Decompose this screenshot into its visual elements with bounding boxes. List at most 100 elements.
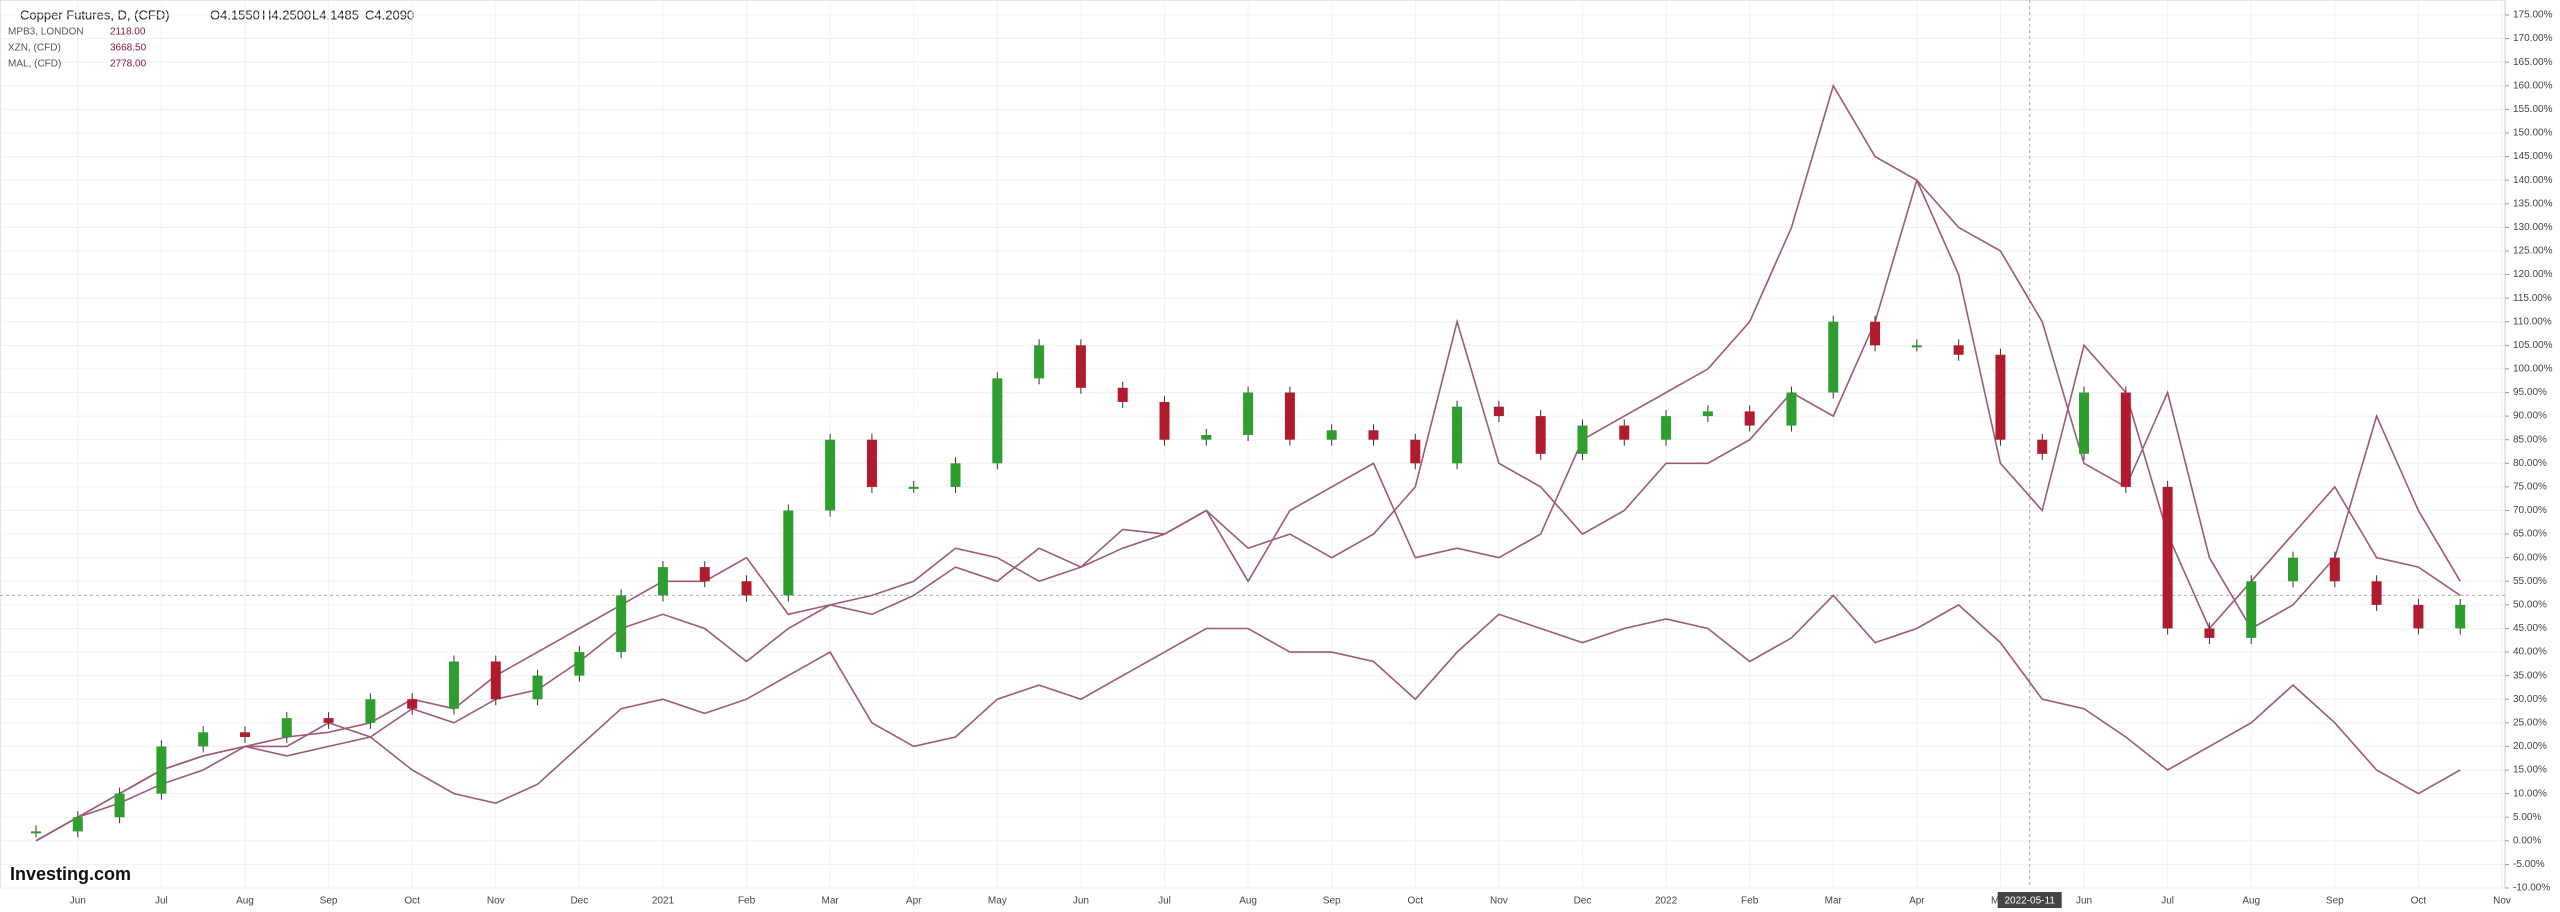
candle bbox=[532, 675, 543, 700]
x-tick-label: Apr bbox=[1909, 896, 1925, 907]
candle bbox=[2329, 557, 2340, 582]
candle bbox=[281, 718, 292, 737]
y-tick-label: 90.00% bbox=[2513, 411, 2547, 422]
candle bbox=[992, 378, 1003, 464]
y-tick-label: 155.00% bbox=[2513, 104, 2553, 115]
y-tick-label: 35.00% bbox=[2513, 670, 2547, 681]
brand: Investing.com bbox=[10, 864, 131, 884]
x-tick-label: 2021 bbox=[652, 896, 675, 907]
x-tick-label: Dec bbox=[570, 896, 588, 907]
candle bbox=[1995, 354, 2006, 440]
candle bbox=[699, 567, 710, 582]
y-tick-label: 55.00% bbox=[2513, 576, 2547, 587]
candle bbox=[323, 718, 334, 723]
candle bbox=[2413, 604, 2424, 629]
series-line bbox=[35, 178, 2461, 842]
y-tick-label: 10.00% bbox=[2513, 788, 2547, 799]
legend-label: XZN, (CFD) bbox=[8, 43, 61, 54]
y-tick-label: 0.00% bbox=[2513, 835, 2541, 846]
candle bbox=[1828, 321, 1839, 393]
y-tick-label: 80.00% bbox=[2513, 458, 2547, 469]
x-tick-label: Nov bbox=[1490, 896, 1508, 907]
candle bbox=[574, 652, 585, 676]
candle bbox=[1075, 345, 1086, 388]
x-tick-label: Aug bbox=[236, 896, 254, 907]
candle bbox=[1619, 425, 1630, 440]
candle bbox=[908, 486, 919, 489]
x-tick-label: Sep bbox=[2326, 896, 2344, 907]
legend-label: MAL, (CFD) bbox=[8, 59, 61, 70]
y-tick-label: 160.00% bbox=[2513, 80, 2553, 91]
x-tick-label: Feb bbox=[738, 896, 756, 907]
x-tick-label: Sep bbox=[320, 896, 338, 907]
candle bbox=[825, 439, 836, 511]
y-tick-label: 85.00% bbox=[2513, 434, 2547, 445]
candle bbox=[2162, 486, 2173, 629]
x-tick-label: Jul bbox=[155, 896, 168, 907]
candle bbox=[1493, 406, 1504, 417]
candle bbox=[616, 595, 627, 653]
y-tick-label: 140.00% bbox=[2513, 175, 2553, 186]
x-tick-label: Oct bbox=[2411, 896, 2427, 907]
candle bbox=[2120, 392, 2131, 487]
x-tick-label: Jun bbox=[70, 896, 86, 907]
candle bbox=[1744, 411, 1755, 426]
x-tick-label: Sep bbox=[1323, 896, 1341, 907]
candle bbox=[1702, 411, 1713, 417]
candle bbox=[1911, 345, 1922, 348]
candle bbox=[1034, 345, 1045, 379]
candle bbox=[2246, 581, 2257, 638]
candle bbox=[31, 831, 41, 834]
candle bbox=[1870, 321, 1881, 346]
x-tick-label: Jun bbox=[2076, 896, 2092, 907]
y-tick-label: 75.00% bbox=[2513, 482, 2547, 493]
candle bbox=[783, 510, 794, 596]
candle bbox=[657, 567, 668, 596]
y-tick-label: 70.00% bbox=[2513, 505, 2547, 516]
y-tick-label: 165.00% bbox=[2513, 57, 2553, 68]
candle bbox=[2204, 628, 2215, 638]
x-tick-label: Oct bbox=[1408, 896, 1424, 907]
candle bbox=[407, 699, 418, 709]
x-tick-label: Feb bbox=[1741, 896, 1759, 907]
candle bbox=[1452, 406, 1463, 464]
x-tick-label: Mar bbox=[822, 896, 840, 907]
x-tick-label: Aug bbox=[2242, 896, 2260, 907]
y-tick-label: 130.00% bbox=[2513, 222, 2553, 233]
y-tick-label: 150.00% bbox=[2513, 128, 2553, 139]
candle bbox=[72, 817, 83, 832]
y-tick-label: 40.00% bbox=[2513, 647, 2547, 658]
y-tick-label: 20.00% bbox=[2513, 741, 2547, 752]
candle bbox=[114, 793, 125, 818]
y-tick-label: 120.00% bbox=[2513, 269, 2553, 280]
candle bbox=[1326, 430, 1337, 440]
crosshair-label: 2022-05-11 bbox=[2004, 896, 2055, 907]
candle bbox=[2037, 439, 2048, 454]
y-tick-label: 170.00% bbox=[2513, 33, 2553, 44]
legend-price: 2118.00 bbox=[110, 27, 146, 38]
candle bbox=[365, 699, 376, 723]
y-tick-label: 60.00% bbox=[2513, 552, 2547, 563]
candle bbox=[1159, 401, 1170, 440]
candle bbox=[2288, 557, 2299, 582]
x-tick-label: Aug bbox=[1239, 896, 1257, 907]
y-tick-label: 65.00% bbox=[2513, 529, 2547, 540]
x-tick-label: Dec bbox=[1574, 896, 1592, 907]
candle bbox=[2371, 581, 2382, 605]
y-tick-label: 45.00% bbox=[2513, 623, 2547, 634]
candle bbox=[156, 746, 167, 794]
candle bbox=[1786, 392, 1797, 426]
candle bbox=[1410, 439, 1421, 464]
candle bbox=[1661, 416, 1672, 440]
y-tick-label: 115.00% bbox=[2513, 293, 2552, 304]
y-tick-label: -10.00% bbox=[2513, 883, 2550, 894]
candle bbox=[1243, 392, 1254, 435]
candle bbox=[1535, 416, 1546, 454]
candle bbox=[950, 463, 961, 487]
crosshair-label-bg bbox=[1997, 892, 2062, 908]
y-tick-label: 145.00% bbox=[2513, 151, 2553, 162]
candle bbox=[239, 732, 250, 737]
y-tick-label: -5.00% bbox=[2513, 859, 2545, 870]
candle bbox=[198, 732, 209, 747]
